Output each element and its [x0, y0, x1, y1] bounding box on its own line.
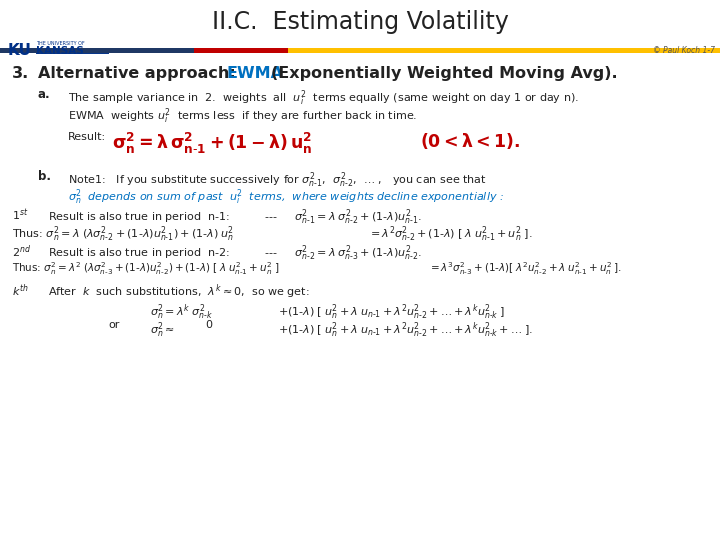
Text: $\sigma_n^2 = \lambda^k\;\sigma_{n\text{-}k}^2$: $\sigma_n^2 = \lambda^k\;\sigma_{n\text{… — [150, 302, 213, 322]
Text: THE UNIVERSITY OF: THE UNIVERSITY OF — [36, 41, 85, 46]
Text: a.: a. — [38, 88, 50, 101]
Text: $+ (1\text{-}\lambda)\;[\;u_n^2 + \lambda\;u_{n\text{-}1} + \lambda^2 u_{n\text{: $+ (1\text{-}\lambda)\;[\;u_n^2 + \lambd… — [278, 320, 534, 340]
Text: Thus: $\sigma_n^2 = \lambda\;(\lambda\sigma_{n\text{-}2}^2 + (1\text{-}\lambda)u: Thus: $\sigma_n^2 = \lambda\;(\lambda\si… — [12, 224, 234, 244]
Text: $\mathbf{(0 < \lambda < 1).}$: $\mathbf{(0 < \lambda < 1).}$ — [420, 131, 521, 151]
Text: After  $k$  such substitutions,  $\lambda^k \approx 0$,  so we get:: After $k$ such substitutions, $\lambda^k… — [48, 282, 310, 301]
Text: Thus: $\sigma_n^2 = \lambda^2\;(\lambda\sigma_{n\text{-}3}^2 + (1\text{-}\lambda: Thus: $\sigma_n^2 = \lambda^2\;(\lambda\… — [12, 260, 279, 277]
Text: $= \lambda^2\sigma_{n\text{-}2}^2 + (1\text{-}\lambda)\;[\;\lambda\;u_{n\text{-}: $= \lambda^2\sigma_{n\text{-}2}^2 + (1\t… — [368, 224, 533, 244]
Text: II.C.  Estimating Volatility: II.C. Estimating Volatility — [212, 10, 508, 34]
Text: Result is also true in period  n-2:          ---     $\sigma_{n\text{-}2}^2 = \l: Result is also true in period n-2: --- $… — [48, 243, 422, 262]
Text: $\sigma_n^2 \approx$: $\sigma_n^2 \approx$ — [150, 320, 175, 340]
Text: $+ (1\text{-}\lambda)\;[\;u_n^2 + \lambda\;u_{n\text{-}1} + \lambda^2 u_{n\text{: $+ (1\text{-}\lambda)\;[\;u_n^2 + \lambd… — [278, 302, 505, 322]
Text: EWMA: EWMA — [227, 66, 284, 81]
Text: 3.: 3. — [12, 66, 30, 81]
Text: $1^{st}$: $1^{st}$ — [12, 207, 29, 222]
Text: Result:: Result: — [68, 132, 106, 142]
Text: KU: KU — [8, 43, 32, 58]
Text: KANSAS: KANSAS — [36, 46, 84, 56]
Text: (Exponentially Weighted Moving Avg).: (Exponentially Weighted Moving Avg). — [271, 66, 618, 81]
Bar — [194, 48, 288, 53]
Bar — [0, 48, 194, 53]
Text: $2^{nd}$: $2^{nd}$ — [12, 243, 31, 260]
Text: 0: 0 — [205, 320, 212, 330]
Text: The sample variance in  2.  weights  all  $u_i^2$  terms equally (same weight on: The sample variance in 2. weights all $u… — [68, 88, 579, 107]
Text: $\sigma_n^2$  depends on sum of past  $u_i^2$  terms,  where weights decline exp: $\sigma_n^2$ depends on sum of past $u_i… — [68, 187, 504, 207]
Text: $k^{th}$: $k^{th}$ — [12, 282, 29, 299]
Text: EWMA  weights $u_i^2$  terms less  if they are further back in time.: EWMA weights $u_i^2$ terms less if they … — [68, 106, 418, 126]
Text: Result is also true in period  n-1:          ---     $\sigma_{n\text{-}1}^2 = \l: Result is also true in period n-1: --- $… — [48, 207, 422, 227]
Text: $\mathbf{\sigma_n^2 = \lambda\,\sigma_{n\text{-}1}^2 + (1 - \lambda)\,u_n^2}$: $\mathbf{\sigma_n^2 = \lambda\,\sigma_{n… — [112, 131, 312, 156]
Text: Alternative approach:: Alternative approach: — [38, 66, 235, 81]
Text: $= \lambda^3\sigma_{n\text{-}3}^2 + (1\text{-}\lambda)[\;\lambda^2 u_{n\text{-}2: $= \lambda^3\sigma_{n\text{-}3}^2 + (1\t… — [428, 260, 622, 277]
Bar — [288, 48, 720, 53]
Text: b.: b. — [38, 170, 51, 183]
Text: Note1:   If you substitute successively for $\sigma_{n\text{-}1}^2$,  $\sigma_{n: Note1: If you substitute successively fo… — [68, 170, 487, 190]
Text: or: or — [108, 320, 120, 330]
Text: © Paul Koch 1-7: © Paul Koch 1-7 — [653, 46, 715, 55]
